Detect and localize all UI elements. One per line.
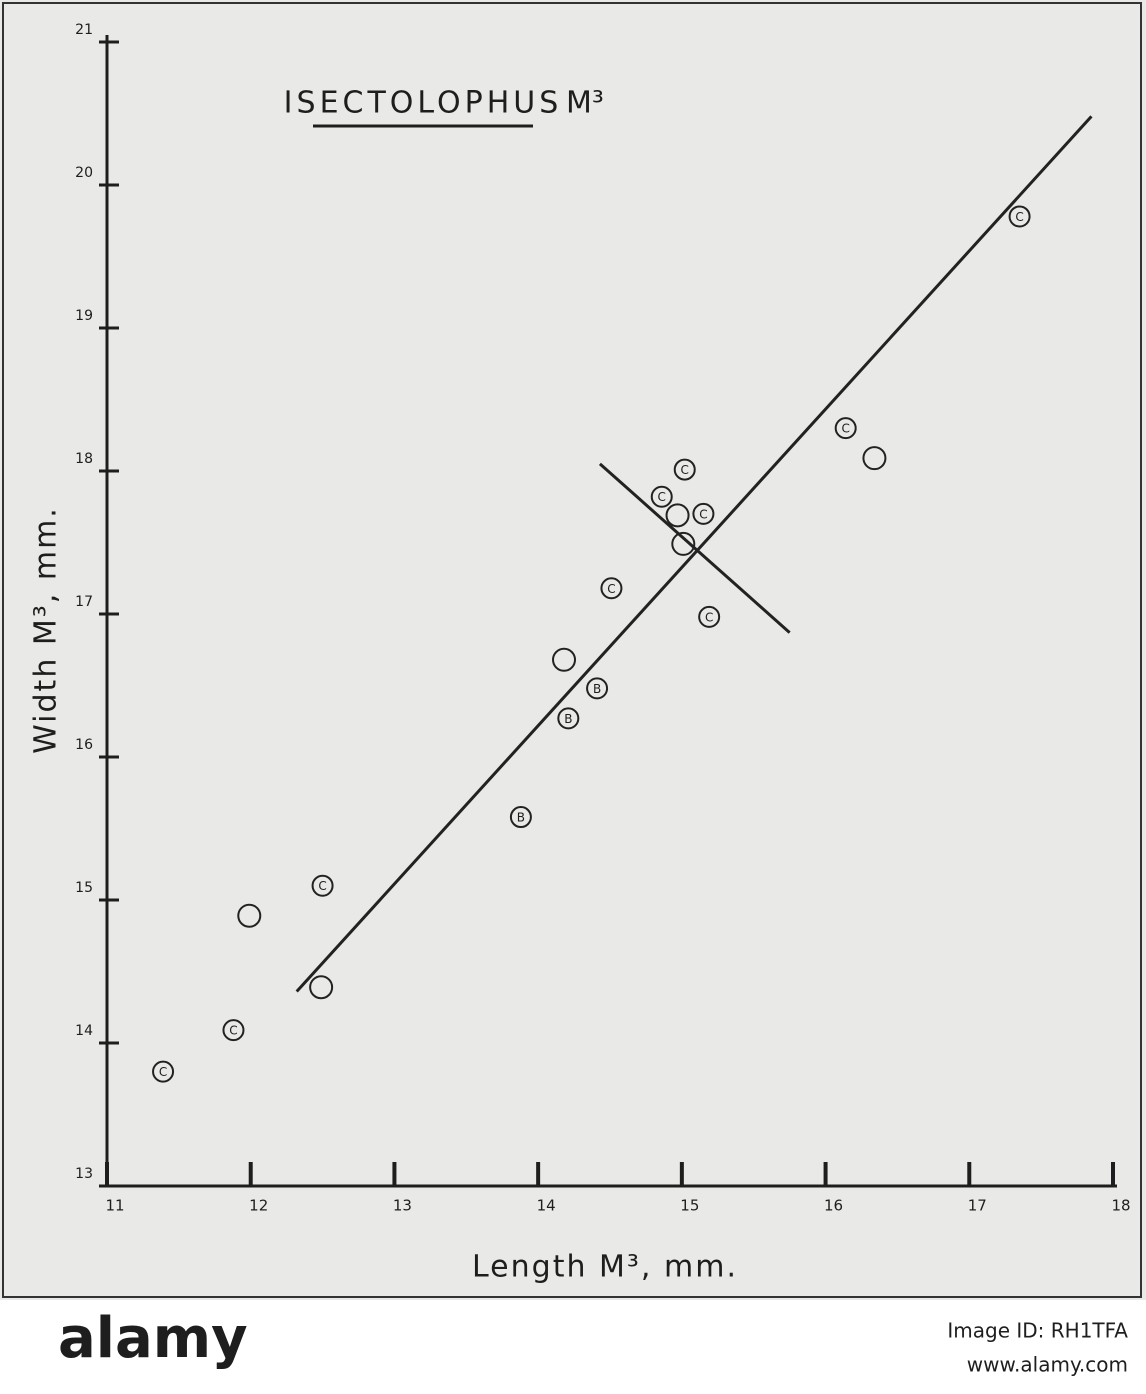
point-label: C [159,1065,167,1079]
point [692,502,715,525]
footer-url: www.alamy.com [967,1353,1128,1377]
point [673,458,696,481]
point [586,677,609,700]
point [311,874,334,897]
point [650,485,673,508]
point-label: B [593,682,601,696]
point-label: C [699,507,707,521]
x-tick-label: 15 [680,1197,699,1215]
point-label: C [658,490,666,504]
point [152,1060,175,1083]
point [698,605,721,628]
point [862,446,887,471]
point [671,531,696,556]
point-label: C [318,879,326,893]
fit-line [598,462,791,634]
y-tick-label: 21 [75,22,93,38]
footer-logo: alamy [58,1306,248,1371]
point-label: B [517,811,525,825]
y-tick-label: 18 [75,451,93,467]
footer-image-id: Image ID: RH1TFA [947,1319,1128,1343]
point [309,975,334,1000]
point [557,707,580,730]
y-tick-label: 16 [75,737,93,753]
point [1008,205,1031,228]
x-tick-label: 12 [249,1197,268,1215]
x-tick-label: 18 [1111,1197,1130,1215]
x-tick-label: 13 [393,1197,412,1215]
fit-line [295,115,1093,993]
y-axis-label: Width M³, mm. [29,506,64,754]
point [834,417,857,440]
chart-title-suffix: M³ [566,86,604,121]
x-axis-label: Length M³, mm. [472,1250,738,1285]
y-tick-label: 15 [75,880,93,896]
chart-title: ISECTOLOPHUS [284,86,563,121]
x-tick-label: 16 [824,1197,843,1215]
point-label: C [229,1024,237,1038]
x-tick-label: 14 [537,1197,556,1215]
point [600,577,623,600]
x-tick-label: 11 [105,1197,124,1215]
paper [0,0,1146,1300]
point [222,1019,245,1042]
point-label: C [705,610,713,624]
point-label: B [564,712,572,726]
point [552,647,577,672]
y-tick-label: 17 [75,594,93,610]
point-label: C [607,582,615,596]
point [509,806,532,829]
point-label: C [841,422,849,436]
point [237,903,262,928]
y-tick-label: 14 [75,1023,93,1039]
y-tick-label: 13 [75,1166,93,1182]
y-tick-label: 20 [75,165,93,181]
y-tick-label: 19 [75,308,93,324]
point-label: C [681,463,689,477]
point [665,503,690,528]
frame [2,2,1142,1298]
x-tick-label: 17 [968,1197,987,1215]
point-label: C [1015,210,1023,224]
